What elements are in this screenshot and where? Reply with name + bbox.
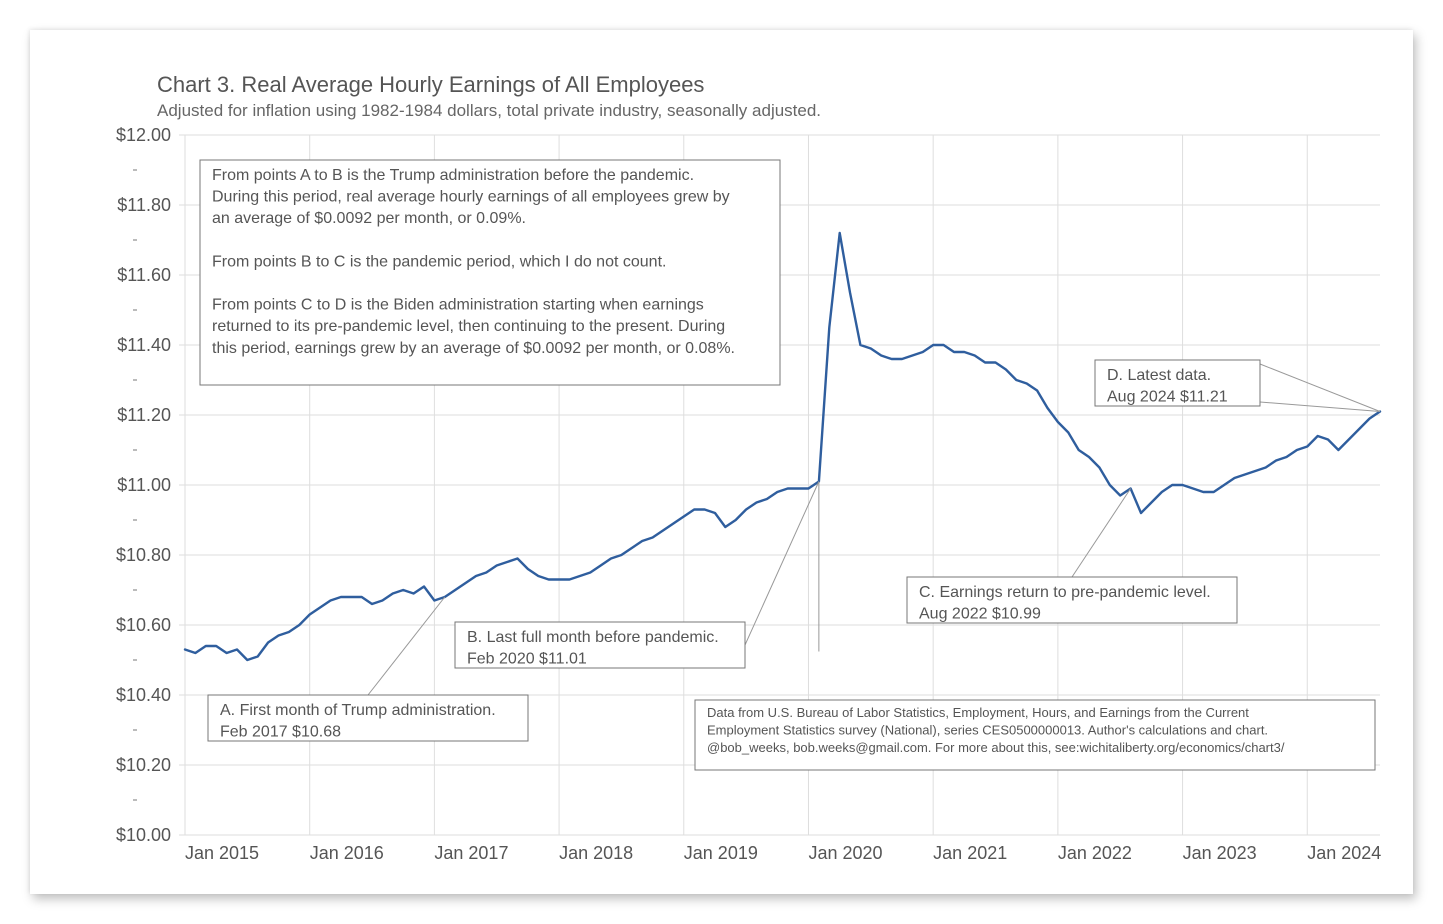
line-chart: Chart 3. Real Average Hourly Earnings of… [60, 60, 1383, 864]
leader-A [368, 597, 445, 695]
y-tick-label: $10.60 [116, 615, 171, 635]
y-tick-label: $10.40 [116, 685, 171, 705]
y-tick-label: $10.80 [116, 545, 171, 565]
y-tick-label: $12.00 [116, 125, 171, 145]
x-tick-label: Jan 2023 [1183, 843, 1257, 863]
x-tick-label: Jan 2024 [1307, 843, 1381, 863]
chart-card: Chart 3. Real Average Hourly Earnings of… [30, 30, 1413, 894]
callout-A-text: Feb 2017 $10.68 [220, 724, 341, 741]
callout-B-text: B. Last full month before pandemic. [467, 629, 719, 646]
callout-main-text: an average of $0.0092 per month, or 0.09… [212, 210, 526, 227]
y-tick-label: $11.00 [117, 475, 171, 495]
chart-title: Chart 3. Real Average Hourly Earnings of… [157, 72, 704, 97]
y-tick-label: $11.60 [117, 265, 171, 285]
callout-main-text: During this period, real average hourly … [212, 189, 730, 206]
x-tick-label: Jan 2020 [808, 843, 882, 863]
chart-subtitle: Adjusted for inflation using 1982-1984 d… [157, 101, 821, 120]
callout-B-text: Feb 2020 $11.01 [467, 651, 587, 668]
callout-source-text: Employment Statistics survey (National),… [707, 723, 1268, 738]
leader-B [745, 482, 819, 646]
callout-source-text: Data from U.S. Bureau of Labor Statistic… [707, 705, 1249, 720]
y-tick-label: $11.40 [117, 335, 171, 355]
y-tick-label: $11.20 [117, 405, 171, 425]
callout-D-text: D. Latest data. [1107, 367, 1211, 384]
x-tick-label: Jan 2016 [310, 843, 384, 863]
x-tick-label: Jan 2019 [684, 843, 758, 863]
chart-svg-container: Chart 3. Real Average Hourly Earnings of… [60, 60, 1383, 864]
leader-D-top [1260, 364, 1380, 412]
callout-C-text: Aug 2022 $10.99 [919, 606, 1041, 623]
callout-main-text: returned to its pre-pandemic level, then… [212, 318, 725, 335]
x-tick-label: Jan 2015 [185, 843, 259, 863]
x-tick-label: Jan 2022 [1058, 843, 1132, 863]
y-tick-label: $11.80 [117, 195, 171, 215]
callout-main-text: From points C to D is the Biden administ… [212, 297, 704, 314]
leader-C [1072, 489, 1131, 578]
y-tick-label: $10.00 [116, 825, 171, 845]
leader-D-bot [1260, 402, 1380, 412]
y-tick-label: $10.20 [116, 755, 171, 775]
x-tick-label: Jan 2018 [559, 843, 633, 863]
callout-A-text: A. First month of Trump administration. [220, 702, 496, 719]
callout-source-text: @bob_weeks, bob.weeks@gmail.com. For mor… [707, 740, 1285, 755]
x-tick-label: Jan 2021 [933, 843, 1007, 863]
callout-main-text: this period, earnings grew by an average… [212, 340, 735, 357]
callout-main-text: From points B to C is the pandemic perio… [212, 253, 666, 270]
callout-C-text: C. Earnings return to pre-pandemic level… [919, 584, 1211, 601]
callout-main-text: From points A to B is the Trump administ… [212, 167, 694, 184]
x-tick-label: Jan 2017 [434, 843, 508, 863]
callout-D-text: Aug 2024 $11.21 [1107, 389, 1228, 406]
